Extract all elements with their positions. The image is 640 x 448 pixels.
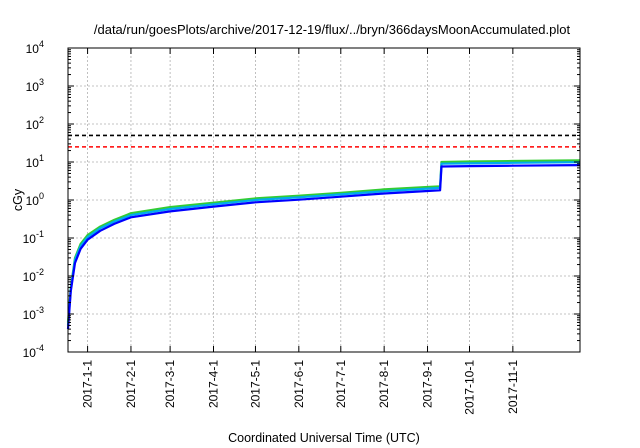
y-tick-exponent: -1	[36, 229, 44, 239]
y-tick-exponent: 0	[39, 191, 44, 201]
y-tick-exponent: -2	[36, 267, 44, 277]
x-tick-label: 2017-3-1	[163, 360, 177, 408]
x-tick-label: 2017-11-1	[506, 360, 520, 414]
y-tick-label: 100	[26, 191, 44, 208]
y-axis-label: cGy	[11, 188, 25, 211]
y-tick-exponent: 4	[39, 39, 44, 49]
y-tick-label: 102	[26, 115, 44, 132]
x-tick-label: 2017-6-1	[292, 360, 306, 408]
chart-title: /data/run/goesPlots/archive/2017-12-19/f…	[94, 22, 571, 37]
y-tick-label: 10-2	[23, 267, 44, 284]
x-tick-label: 2017-8-1	[377, 360, 391, 408]
x-tick-label: 2017-1-1	[81, 360, 95, 408]
y-tick-label: 104	[26, 39, 44, 56]
y-tick-label: 10-3	[23, 305, 44, 322]
x-axis-ticks: 2017-1-1 2017-2-1 2017-3-1 2017-4-1 2017-5-1…	[81, 48, 520, 415]
grid-lines	[68, 48, 580, 352]
x-tick-label: 2017-4-1	[206, 360, 220, 408]
y-tick-exponent: -3	[36, 305, 44, 315]
y-tick-exponent: 1	[39, 153, 44, 163]
y-tick-label: 10-1	[23, 229, 44, 246]
series-lines	[66, 159, 581, 330]
x-axis-label: Coordinated Universal Time (UTC)	[228, 431, 420, 445]
y-tick-exponent: 2	[39, 115, 44, 125]
series-line	[66, 161, 581, 326]
y-tick-label: 10-4	[23, 343, 44, 360]
x-tick-label: 2017-5-1	[248, 360, 262, 408]
y-tick-label: 103	[26, 77, 44, 94]
y-tick-label: 101	[26, 153, 44, 170]
x-tick-label: 2017-7-1	[334, 360, 348, 408]
series-line	[66, 164, 581, 330]
x-tick-label: 2017-10-1	[462, 360, 476, 415]
x-tick-label: 2017-2-1	[124, 360, 138, 408]
x-tick-label: 2017-9-1	[421, 360, 435, 408]
series-line	[66, 159, 581, 323]
y-tick-exponent: -4	[36, 343, 44, 353]
y-tick-exponent: 3	[39, 77, 44, 87]
reference-lines	[68, 134, 580, 148]
